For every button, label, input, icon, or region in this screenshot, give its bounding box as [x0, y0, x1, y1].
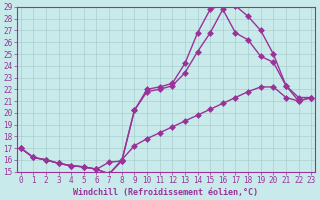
X-axis label: Windchill (Refroidissement éolien,°C): Windchill (Refroidissement éolien,°C)	[74, 188, 259, 197]
